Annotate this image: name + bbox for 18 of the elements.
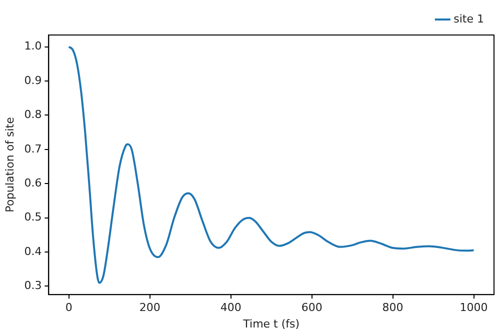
y-tick-label: 0.9 (24, 74, 42, 87)
y-axis-title: Population of site (3, 116, 16, 212)
x-tick-label: 400 (220, 301, 242, 314)
line-series (68, 46, 475, 284)
legend-label: site 1 (454, 12, 484, 26)
y-tick-label: 0.3 (24, 279, 42, 292)
y-tick-label: 0.5 (24, 210, 42, 224)
y-tick-label: 0.7 (24, 142, 42, 156)
x-axis-title: Time t (fs) (242, 317, 300, 330)
x-tick-label: 800 (382, 301, 404, 314)
x-tick-label: 0 (65, 301, 72, 314)
y-tick-label: 1.0 (24, 40, 42, 53)
x-tick-label: 200 (139, 301, 160, 314)
x-tick-label: 600 (301, 301, 322, 314)
x-tick-label: 1000 (460, 301, 488, 314)
y-tick-label: 0.8 (24, 108, 42, 122)
y-tick-label: 0.6 (24, 176, 42, 190)
y-tick-label: 0.4 (24, 244, 42, 258)
